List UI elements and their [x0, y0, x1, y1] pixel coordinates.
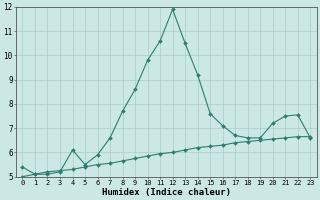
X-axis label: Humidex (Indice chaleur): Humidex (Indice chaleur) [102, 188, 231, 197]
